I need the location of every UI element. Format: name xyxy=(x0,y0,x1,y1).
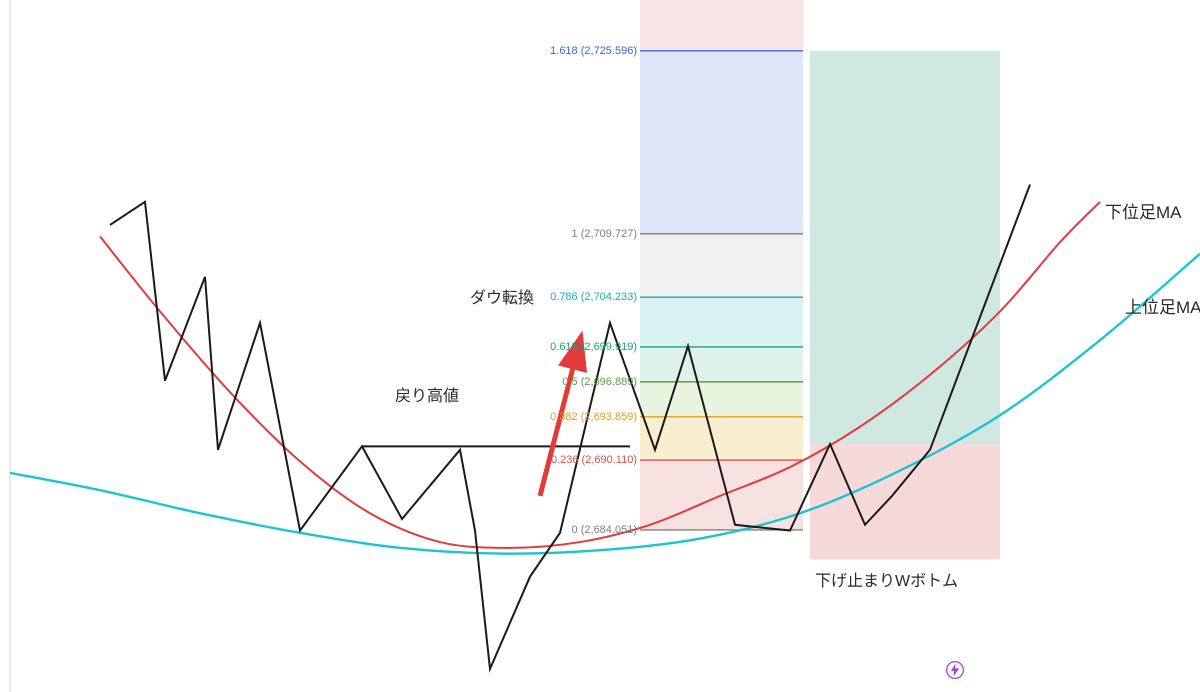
fib-price: (2,684.051) xyxy=(578,524,637,536)
annotation-wbottom: 下げ止まりWボトム xyxy=(815,567,958,591)
fib-label: 0.382 (2,693.859) xyxy=(0,411,637,423)
fib-label: 1.618 (2,725.596) xyxy=(0,45,637,57)
fib-price: (2,696.889) xyxy=(578,376,637,388)
forecast-box-up xyxy=(810,51,1000,444)
chart-root: 1.618 (2,725.596) 1 (2,709.727) 0.786 (2,7… xyxy=(0,0,1200,692)
fib-label: 0.5 (2,696.889) xyxy=(0,376,637,388)
fib-ratio: 0.786 xyxy=(550,291,578,303)
fib-price: (2,693.859) xyxy=(578,411,637,423)
fib-ratio: 0.618 xyxy=(550,341,578,353)
fib-ratio: 1.618 xyxy=(550,45,578,57)
zap-icon[interactable] xyxy=(945,660,965,680)
fib-band xyxy=(640,347,803,382)
fib-price: (2,709.727) xyxy=(578,228,637,240)
fib-band xyxy=(640,51,803,234)
fib-label: 1 (2,709.727) xyxy=(0,228,637,240)
fib-price: (2,704.233) xyxy=(578,291,637,303)
annotation-ma_lower_lbl: 下位足MA xyxy=(1105,198,1182,223)
annotation-ma_upper_lbl: 上位足MA xyxy=(1125,293,1200,318)
fib-ratio: 0.382 xyxy=(550,411,578,423)
annotation-dow: ダウ転換 xyxy=(470,284,534,308)
fib-label: 0.786 (2,704.233) xyxy=(0,291,637,303)
fib-label: 0.618 (2,699.919) xyxy=(0,341,637,353)
fib-label: 0.236 (2,690.110) xyxy=(0,454,637,466)
fib-label: 0 (2,684.051) xyxy=(0,524,637,536)
fib-band xyxy=(640,297,803,347)
fib-price: (2,699.919) xyxy=(578,341,637,353)
fib-ratio: 0.236 xyxy=(551,454,579,466)
fib-band-top xyxy=(640,0,803,51)
annotation-modori: 戻り高値 xyxy=(395,382,459,406)
fib-band xyxy=(640,234,803,297)
fib-ratio: 0.5 xyxy=(562,376,577,388)
fib-price: (2,725.596) xyxy=(578,45,637,57)
fib-price: (2,690.110) xyxy=(578,454,637,466)
fib-band xyxy=(640,382,803,417)
